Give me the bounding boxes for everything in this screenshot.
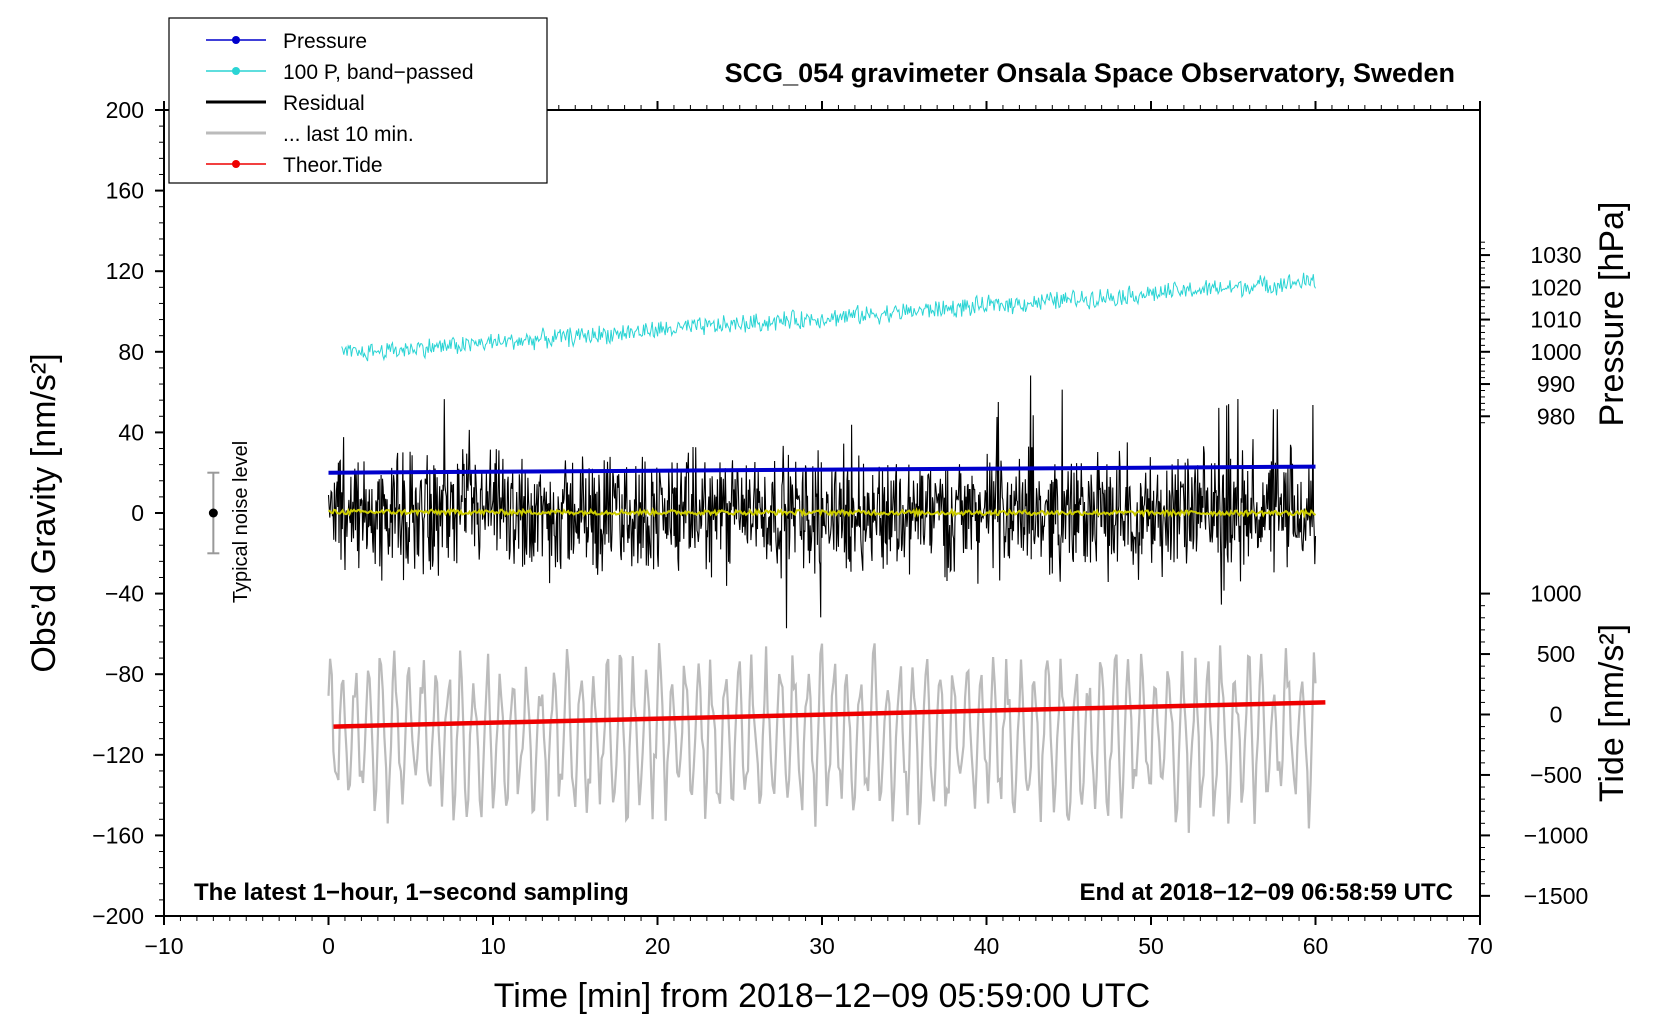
y-tick-label: −120 <box>92 742 144 768</box>
y-tick-label: 200 <box>106 97 144 123</box>
legend-swatch-marker <box>232 160 240 168</box>
y-tick-label: 80 <box>118 339 144 365</box>
y-tick-label: −80 <box>105 661 144 687</box>
y-tick-label: 0 <box>131 500 144 526</box>
x-tick-label: 50 <box>1138 933 1164 959</box>
x-tick-label: 30 <box>809 933 835 959</box>
x-tick-label: 60 <box>1303 933 1329 959</box>
pressure-tick-label: 1020 <box>1530 274 1581 300</box>
pressure-tick-label: 980 <box>1537 403 1575 429</box>
x-axis-title: Time [min] from 2018−12−09 05:59:00 UTC <box>494 977 1150 1015</box>
tide-tick-label: 0 <box>1550 702 1563 728</box>
series-tide-line <box>333 700 1326 729</box>
axes-layer: −10 0 10 20 30 40 50 60 7020016012080400−40−80−1… <box>92 97 1588 959</box>
legend-entry-label: 100 P, band−passed <box>283 61 474 84</box>
legend-entry-label: Pressure <box>283 30 367 53</box>
x-tick-label: −10 <box>144 933 183 959</box>
tide-axis-title: Tide [nm/s²] <box>1593 624 1631 802</box>
y-axis-title-left: Obs’d Gravity [nm/s²] <box>25 353 63 672</box>
noise-level-label: Typical noise level <box>230 441 252 603</box>
x-tick-label: 10 <box>480 933 506 959</box>
legend-entry-label: Theor.Tide <box>283 154 383 177</box>
series-residual-smoothed-line <box>327 506 1317 519</box>
pressure-axis-title: Pressure [hPa] <box>1593 202 1631 427</box>
pressure-tick-label: 1000 <box>1530 339 1581 365</box>
legend: Pressure 100 P, band−passed Residual ... la… <box>168 17 548 184</box>
noise-level-indicator <box>207 471 220 555</box>
end-time-annotation: End at 2018−12−09 06:58:59 UTC <box>1079 879 1453 906</box>
sampling-annotation: The latest 1−hour, 1−second sampling <box>194 879 629 906</box>
tide-tick-label: −500 <box>1530 762 1582 788</box>
legend-entry-label: Residual <box>283 92 365 115</box>
pressure-tick-label: 1030 <box>1530 242 1581 268</box>
series-layer <box>327 272 1326 833</box>
pressure-tick-label: 1010 <box>1530 307 1581 333</box>
x-tick-label: 70 <box>1467 933 1493 959</box>
x-tick-label: 40 <box>974 933 1000 959</box>
y-tick-label: 120 <box>106 258 144 284</box>
x-tick-label: 0 <box>322 933 335 959</box>
y-tick-label: −40 <box>105 581 144 607</box>
series-band-passed-line <box>341 272 1316 362</box>
tide-tick-label: 1000 <box>1530 581 1581 607</box>
pressure-tick-label: 990 <box>1537 371 1575 397</box>
y-tick-label: 40 <box>118 419 144 445</box>
y-tick-label: −200 <box>92 903 144 929</box>
legend-entry-label: ... last 10 min. <box>283 123 414 146</box>
tide-tick-label: −1500 <box>1524 883 1589 909</box>
noise-bar-center-dot <box>208 508 218 518</box>
tide-tick-label: −1000 <box>1524 822 1589 848</box>
x-tick-label: 20 <box>645 933 671 959</box>
y-tick-label: −160 <box>92 822 144 848</box>
legend-swatch-marker <box>232 67 240 75</box>
series-residual-line <box>327 375 1317 629</box>
y-tick-label: 160 <box>106 178 144 204</box>
tide-tick-label: 500 <box>1537 641 1575 667</box>
series-last-10-min-line <box>327 643 1317 833</box>
series-pressure-line <box>328 464 1316 475</box>
legend-swatch-marker <box>232 36 240 44</box>
chart-title: SCG_054 gravimeter Onsala Space Observat… <box>725 58 1455 88</box>
